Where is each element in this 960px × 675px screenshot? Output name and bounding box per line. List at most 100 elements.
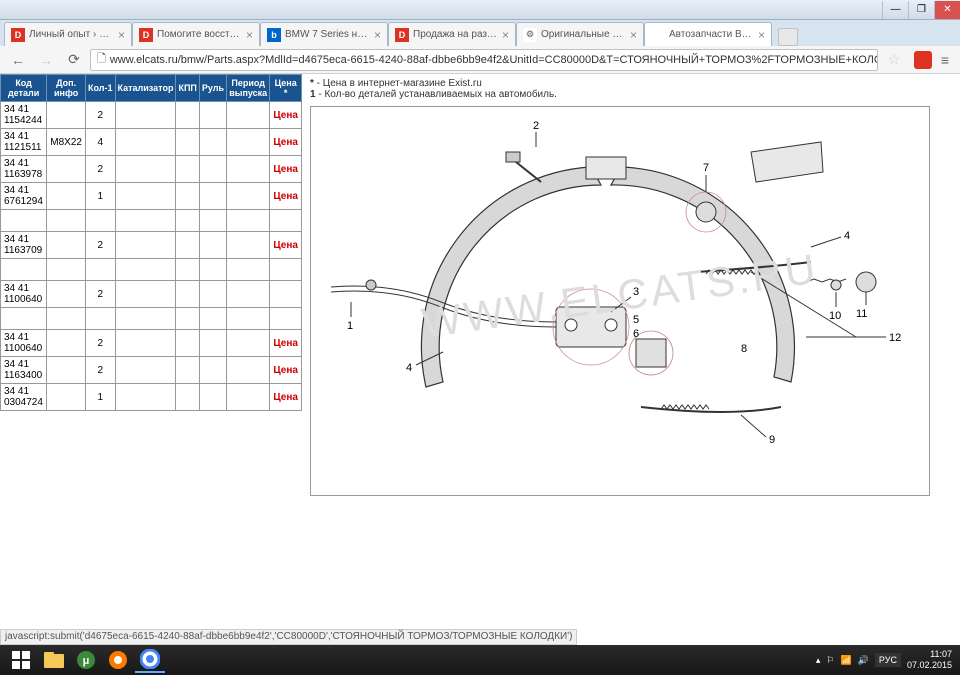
tray-network-icon[interactable]: 📶 <box>840 655 851 666</box>
price-link[interactable]: Цена <box>273 164 298 175</box>
table-cell <box>1 210 47 232</box>
table-cell <box>47 308 86 330</box>
table-cell <box>270 259 302 281</box>
back-button[interactable]: ← <box>6 48 30 72</box>
table-row: 34 41 1163709 2 Цена <box>1 232 302 259</box>
address-bar[interactable]: 🗋 www.elcats.ru/bmw/Parts.aspx?MdlId=d46… <box>90 49 878 71</box>
table-cell <box>176 357 199 384</box>
tray-volume-icon[interactable]: 🔊 <box>858 655 869 666</box>
table-cell <box>176 308 199 330</box>
table-cell <box>115 281 176 308</box>
table-cell[interactable]: Цена <box>270 330 302 357</box>
table-cell <box>1 308 47 330</box>
price-link[interactable]: Цена <box>273 110 298 121</box>
taskbar-app-chrome[interactable] <box>135 647 165 673</box>
table-cell: 34 41 1163709 <box>1 232 47 259</box>
table-cell[interactable]: Цена <box>270 357 302 384</box>
table-cell[interactable]: Цена <box>270 183 302 210</box>
svg-text:4: 4 <box>844 230 850 242</box>
table-cell: 2 <box>86 232 116 259</box>
table-cell <box>176 210 199 232</box>
browser-tab[interactable]: DПомогите восстановить× <box>132 22 260 46</box>
tray-flag-icon[interactable]: ⚐ <box>826 655 834 666</box>
browser-tab[interactable]: DПродажа на разбор BMV× <box>388 22 516 46</box>
window-minimize-button[interactable]: — <box>882 1 908 19</box>
window-title-bar: — ❐ ✕ <box>0 0 960 20</box>
forward-button[interactable]: → <box>34 48 58 72</box>
browser-tab[interactable]: Автозапчасти BMW - эле× <box>644 22 772 46</box>
table-cell <box>199 129 226 156</box>
page-content: Код деталиДоп. инфоКол-1КатализаторКППРу… <box>0 74 960 629</box>
price-link[interactable]: Цена <box>273 240 298 251</box>
tab-close-icon[interactable]: × <box>630 28 637 42</box>
table-cell <box>227 183 270 210</box>
browser-tab[interactable]: ⚙Оригинальные каталоги× <box>516 22 644 46</box>
tab-close-icon[interactable]: × <box>374 28 381 42</box>
tab-title: BMW 7 Series на разбор в <box>285 29 370 40</box>
bookmark-button[interactable]: ☆ <box>882 48 906 72</box>
table-cell <box>176 102 199 129</box>
table-cell: 1 <box>86 384 116 411</box>
price-link[interactable]: Цена <box>273 338 298 349</box>
tab-close-icon[interactable]: × <box>758 28 765 42</box>
status-bar: javascript:submit('d4675eca-6615-4240-88… <box>0 629 577 645</box>
svg-text:5: 5 <box>633 314 639 326</box>
table-cell <box>115 384 176 411</box>
price-link[interactable]: Цена <box>273 392 298 403</box>
parts-diagram[interactable]: WWW.ELCATS.RU <box>310 106 930 496</box>
table-row: 34 41 03047241Цена <box>1 384 302 411</box>
browser-tab[interactable]: DЛичный опыт › BMW 7 s× <box>4 22 132 46</box>
tab-title: Продажа на разбор BMV <box>413 29 498 40</box>
reload-button[interactable]: ⟳ <box>62 48 86 72</box>
chrome-menu-button[interactable]: ≡ <box>936 52 954 68</box>
taskbar-app-utorrent[interactable]: μ <box>71 647 101 673</box>
tab-close-icon[interactable]: × <box>118 28 125 42</box>
svg-text:3: 3 <box>633 286 639 298</box>
table-cell <box>115 232 176 259</box>
table-cell <box>199 156 226 183</box>
extension-icon[interactable] <box>914 51 932 69</box>
table-cell <box>47 102 86 129</box>
table-cell[interactable]: Цена <box>270 156 302 183</box>
table-cell <box>115 259 176 281</box>
language-indicator[interactable]: РУС <box>875 653 901 667</box>
price-link[interactable]: Цена <box>273 137 298 148</box>
url-text: www.elcats.ru/bmw/Parts.aspx?MdlId=d4675… <box>110 54 878 66</box>
taskbar-clock[interactable]: 11:07 07.02.2015 <box>907 649 952 671</box>
new-tab-button[interactable] <box>778 28 798 46</box>
table-header: Катализатор <box>115 75 176 102</box>
table-cell <box>227 259 270 281</box>
tab-title: Оригинальные каталоги <box>541 29 626 40</box>
svg-text:1: 1 <box>347 320 353 332</box>
price-link[interactable]: Цена <box>273 191 298 202</box>
table-cell[interactable]: Цена <box>270 129 302 156</box>
browser-toolbar: ← → ⟳ 🗋 www.elcats.ru/bmw/Parts.aspx?Mdl… <box>0 46 960 74</box>
table-row: 34 41 67612941Цена <box>1 183 302 210</box>
tab-favicon: b <box>267 28 281 42</box>
taskbar-app-explorer[interactable] <box>39 647 69 673</box>
taskbar-app-avast[interactable] <box>103 647 133 673</box>
table-cell <box>227 281 270 308</box>
window-maximize-button[interactable]: ❐ <box>908 1 934 19</box>
tab-close-icon[interactable]: × <box>246 28 253 42</box>
tray-up-icon[interactable]: ▴ <box>816 655 821 666</box>
table-cell <box>47 232 86 259</box>
table-cell[interactable]: Цена <box>270 232 302 259</box>
price-link[interactable]: Цена <box>273 365 298 376</box>
table-cell <box>199 308 226 330</box>
table-cell <box>176 281 199 308</box>
table-cell[interactable]: Цена <box>270 102 302 129</box>
table-cell: 34 41 1100640 <box>1 330 47 357</box>
parts-table: Код деталиДоп. инфоКол-1КатализаторКППРу… <box>0 74 302 411</box>
table-row: 34 41 11006402 <box>1 281 302 308</box>
tab-favicon: D <box>11 28 25 42</box>
table-cell[interactable]: Цена <box>270 384 302 411</box>
table-cell: 4 <box>86 129 116 156</box>
start-button[interactable] <box>4 647 38 673</box>
window-close-button[interactable]: ✕ <box>934 1 960 19</box>
tab-close-icon[interactable]: × <box>502 28 509 42</box>
svg-text:2: 2 <box>533 120 539 132</box>
table-header: Кол-1 <box>86 75 116 102</box>
browser-tab[interactable]: b BMW 7 Series на разбор в × <box>260 22 388 46</box>
table-cell <box>115 183 176 210</box>
